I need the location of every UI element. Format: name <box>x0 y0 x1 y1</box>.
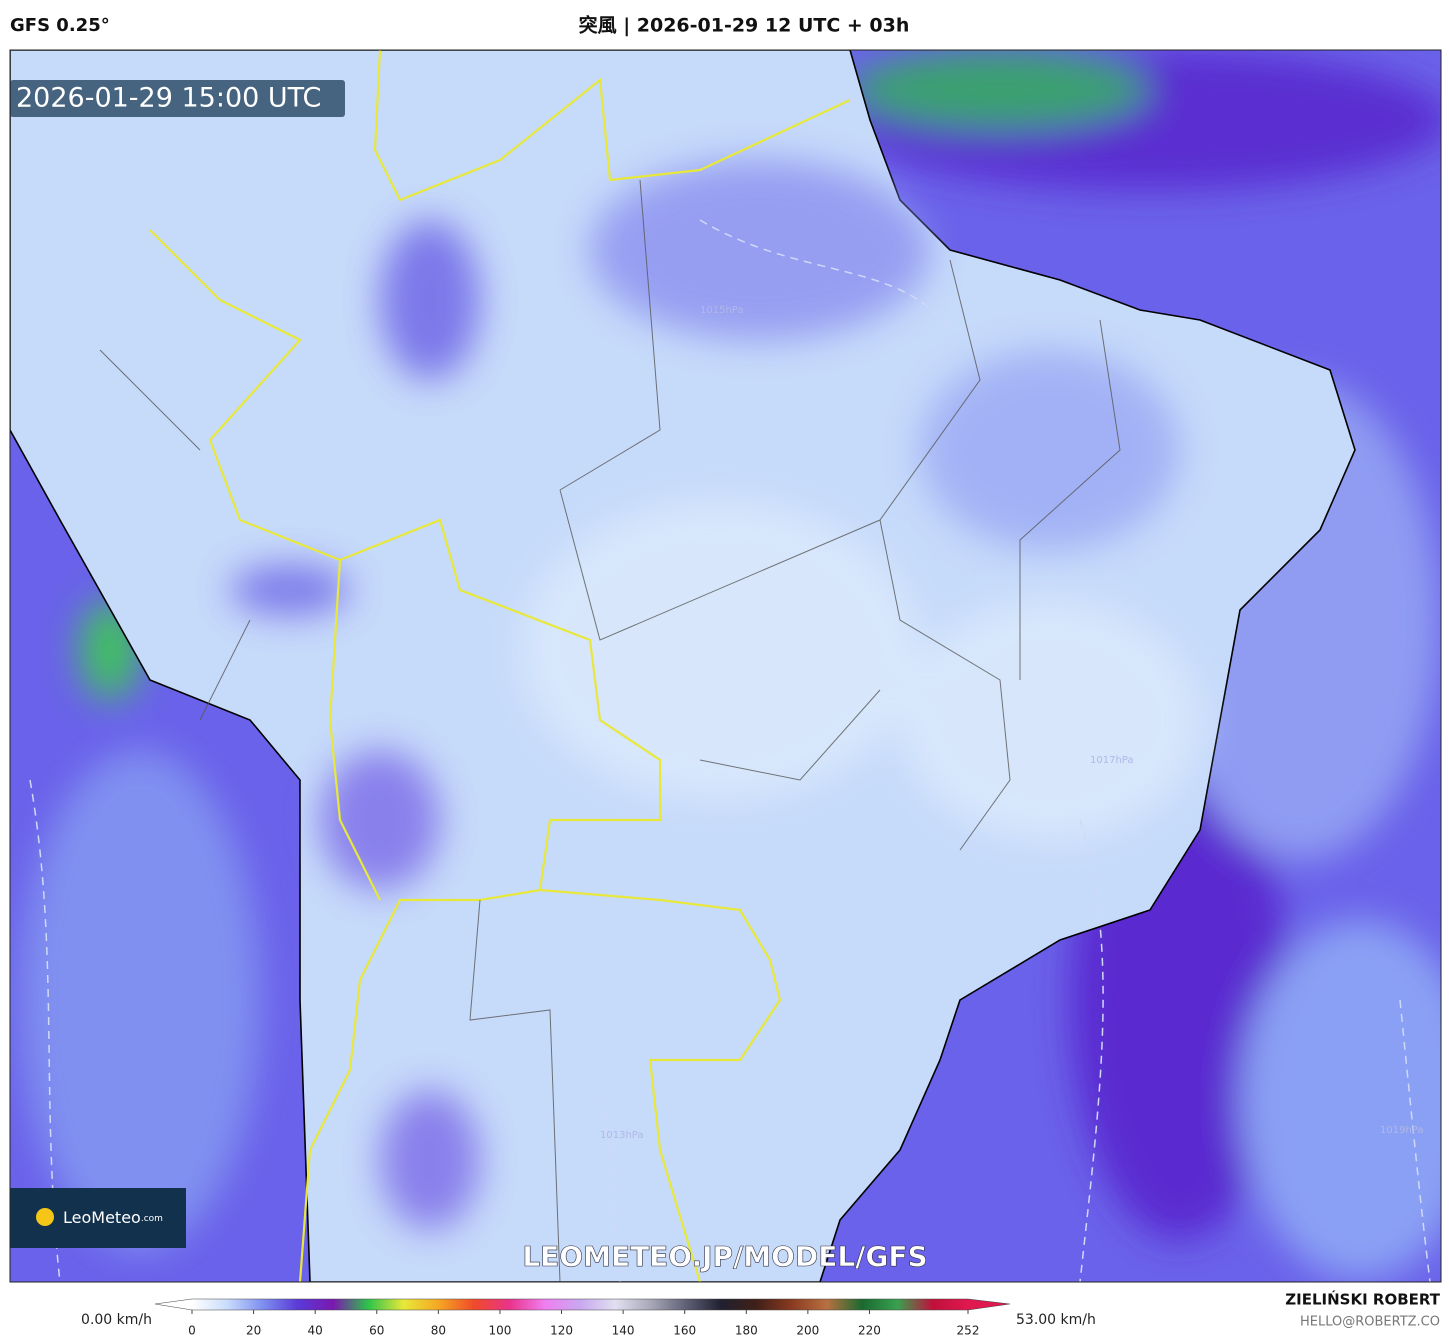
land-wind-field <box>230 160 1200 1230</box>
colorbar-tick-label: 160 <box>673 1324 696 1338</box>
map-title: 突風 | 2026-01-29 12 UTC + 03h <box>579 14 910 37</box>
colorbar-tick-label: 80 <box>431 1324 446 1338</box>
map-frame <box>9 49 1442 1283</box>
colorbar-min: 0.00 km/h <box>81 1312 152 1328</box>
colorbar-ticks: 0 20 40 60 80 100 120 140 160 180 200 220 252 <box>188 1310 979 1338</box>
isobar-label: 1015hPa <box>700 305 744 316</box>
region-borders <box>99 179 1121 1282</box>
isobar-label: 1017hPa <box>1090 755 1134 766</box>
isobar-label: 1019hPa <box>1380 1125 1424 1136</box>
colorbar <box>154 1298 1011 1311</box>
colorbar-tick-label: 252 <box>957 1324 980 1338</box>
colorbar-tick-label: 0 <box>188 1324 196 1338</box>
map-area: 1015hPa 1013hPa 1017hPa 1019hPa 2026-01-… <box>10 50 1441 1282</box>
watermark: LEOMETEO.JP/MODEL/GFS <box>522 1240 927 1273</box>
colorbar-max: 53.00 km/h <box>1016 1312 1096 1328</box>
colorbar-tick-label: 140 <box>612 1324 635 1338</box>
colorbar-tick-label: 40 <box>308 1324 323 1338</box>
colorbar-tick-label: 120 <box>550 1324 573 1338</box>
colorbar-tick-label: 180 <box>735 1324 758 1338</box>
author: ZIELIŃSKI ROBERT <box>1285 1290 1440 1309</box>
colorbar-tick-label: 60 <box>369 1324 384 1338</box>
logo-text: LeoMeteo.com <box>63 1208 163 1227</box>
colorbar-tick-label: 20 <box>246 1324 261 1338</box>
valid-time: 2026-01-29 15:00 UTC <box>16 83 321 114</box>
isobars <box>29 219 1431 1282</box>
contact: HELLO@ROBERTZ.CO <box>1300 1315 1440 1330</box>
colorbar-tick-label: 220 <box>858 1324 881 1338</box>
colorbar-tick-label: 200 <box>796 1324 819 1338</box>
colorbar-tick-label: 100 <box>488 1324 511 1338</box>
country-borders <box>149 50 851 1282</box>
isobar-label: 1013hPa <box>600 1130 644 1141</box>
logo-sun <box>36 1208 54 1226</box>
time-badge <box>10 80 345 117</box>
model-label: GFS 0.25° <box>10 15 110 36</box>
